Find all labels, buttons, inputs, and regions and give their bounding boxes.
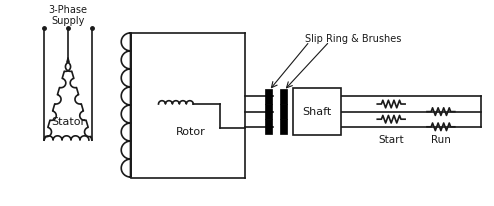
Bar [280,104,288,119]
Bar [293,88,341,135]
Text: Run: Run [431,135,451,145]
Text: Rotor: Rotor [175,128,205,137]
Bar [280,89,288,104]
Bar [265,89,272,104]
Bar [265,119,272,134]
Text: Stator: Stator [51,117,85,127]
Text: Start: Start [378,135,404,145]
Bar [265,104,272,119]
Text: 3-Phase
Supply: 3-Phase Supply [48,5,87,26]
Bar [280,119,288,134]
Text: Shaft: Shaft [302,107,332,117]
Text: Slip Ring & Brushes: Slip Ring & Brushes [305,34,401,44]
